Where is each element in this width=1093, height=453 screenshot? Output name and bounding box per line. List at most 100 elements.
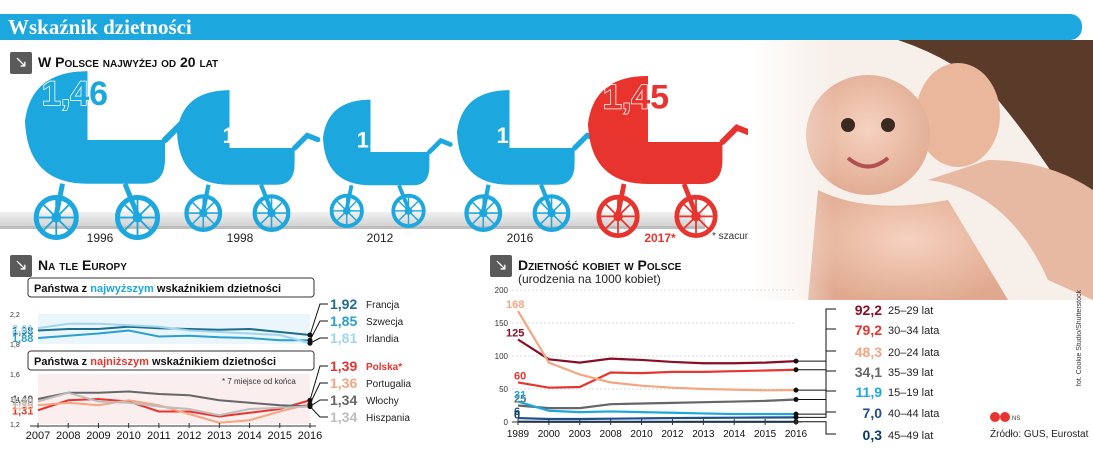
arrow-icon: ↘ [10,255,32,277]
series-line [37,397,311,418]
series-start-label: 1,88 [12,333,33,345]
group-note: * 7 miejsce od końca [222,377,296,386]
series-leader [796,308,836,362]
stroller-spoke [270,202,283,214]
series-leader [796,390,836,415]
x-tick-label: 2015 [268,430,292,442]
series-start-label: 125 [506,328,524,340]
series-name: Irlandia [366,334,399,345]
series-leader [796,370,836,400]
mother-baby-photo [748,40,1093,300]
series-line [37,390,311,408]
stroller-spoke [202,212,215,225]
series-start-label: 1,98 [12,326,33,338]
stroller-hood [323,99,371,152]
y-tick: 2,2 [10,312,20,319]
y-tick: 0 [504,418,509,427]
stroller-spoke [550,212,563,225]
y-tick: 100 [495,352,509,361]
road-shadow [0,212,705,228]
poland-subtitle: (urodzenia na 1000 kobiet) [518,272,661,286]
stroller-spoke [192,212,204,225]
stroller-spoke [336,210,348,221]
group-header-box [27,277,315,298]
stroller-spoke [472,202,484,214]
stroller-spoke [346,200,357,212]
estimate-note: * szacunki GUS [712,231,783,242]
stroller-spoke [398,210,410,221]
series-end-value: 92,2 [855,302,882,318]
group-header: Państwa z najniższym wskaźnikiem dzietno… [34,356,276,368]
x-tick-label: 2011 [147,430,171,442]
section1-heading: W Polsce najwyżej od 20 lat [38,54,219,70]
series-end-value: 11,9 [856,384,883,400]
series-name: Włochy [366,396,399,407]
stroller-year: 2012 [366,231,394,245]
y-tick: 1,8 [10,342,20,349]
source-note: Źródło: GUS, Eurostat [990,429,1089,440]
stroller-spoke [192,202,204,214]
stroller-value: 1,45 [603,78,669,116]
stroller-year: 2017* [644,231,676,245]
stroller-icon [323,99,453,229]
series-end-value: 7,0 [863,405,883,421]
x-tick-label: 2016 [785,429,808,440]
stroller-wheel [184,194,223,232]
stroller-spoke [695,203,709,218]
stroller-spoke [540,202,553,214]
x-tick-label: 2000 [538,429,561,440]
series-name: 15–19 lat [888,387,933,399]
stroller-icon [457,90,601,232]
series-start-label: 0 [514,410,520,422]
x-tick-label: 2013 [692,429,715,440]
x-tick-label: 2010 [116,430,140,442]
strollers-panel: 1,46 1,4 1,33 1,39 1,45 [0,71,750,240]
series-start-label: 1,38 [12,397,33,409]
stroller-spoke [124,216,139,231]
x-tick-label: 2016 [298,430,322,442]
europe-chart: Państwa z najwyższym wskaźnikiem dzietno… [10,277,411,442]
stroller-spoke [346,210,357,221]
stroller-hood [25,71,88,140]
series-start-label: 168 [506,299,524,311]
series-start-label: 1,40 [12,394,33,406]
series-name: Francja [366,300,400,311]
series-end-value: 1,92 [330,296,357,312]
series-name: 45–49 lat [888,430,933,442]
x-tick-label: 2014 [723,429,746,440]
x-tick-label: 2012 [661,429,684,440]
series-end-value: 48,3 [855,344,882,360]
stroller-hood [588,75,648,142]
arrow-icon: ↘ [10,52,32,74]
x-tick-label: 2008 [56,430,80,442]
x-tick-label: 2003 [569,429,592,440]
series-name: 35–39 lat [888,367,933,379]
series-name: 20–24 lata [888,347,940,359]
series-end-value: 0,3 [863,427,883,443]
series-leader [309,337,328,344]
stroller-hood [457,90,510,148]
x-tick-label: 2013 [207,430,231,442]
series-leader [309,320,328,341]
stroller-spoke [482,212,495,225]
series-leader [796,411,836,418]
x-tick-label: 2008 [600,429,623,440]
y-tick: 1,4 [10,397,20,404]
series-start-label: 6 [514,406,520,418]
stroller-spoke [407,200,419,212]
y-tick: 150 [495,319,509,328]
series-leader [309,399,328,407]
stroller-spoke [398,200,410,212]
series-leader [796,421,836,435]
stroller-spoke [540,212,553,225]
stroller-wheel [464,194,503,232]
series-leader [309,303,328,336]
page-title: Wskaźnik dzietności [8,15,192,39]
series-name: 30–34 lata [888,325,940,337]
series-end-value: 1,81 [330,330,357,346]
cc-icon: NS [990,410,1020,428]
stroller-spoke [124,204,139,219]
y-tick: 1,2 [10,422,20,429]
stroller-spoke [336,200,348,212]
stroller-handle [427,137,453,155]
